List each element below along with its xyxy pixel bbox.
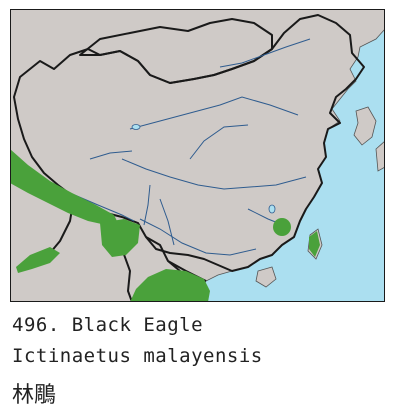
range-indochina: [130, 269, 210, 302]
chinese-name: 林鵰: [12, 383, 57, 408]
range-yunnan: [100, 219, 140, 257]
scientific-name: Ictinaetus malayensis: [12, 345, 263, 367]
indochina-borders: [39, 196, 207, 302]
range-jiangxi: [273, 218, 291, 236]
range-taiwan: [309, 231, 320, 257]
lake-qinghai: [131, 124, 141, 130]
lake-poyang: [268, 204, 276, 214]
range-himalayan-foothills: [10, 149, 118, 225]
range-map: [10, 9, 385, 302]
korea: [353, 106, 377, 146]
map-svg: [10, 9, 385, 302]
range-myanmar-coast: [16, 247, 60, 273]
japan-islands: [375, 140, 385, 172]
rivers: [39, 38, 311, 256]
hainan: [255, 266, 277, 288]
range-areas: [10, 149, 320, 302]
map-outline: [10, 9, 385, 302]
entry-title: 496. Black Eagle: [12, 314, 204, 336]
